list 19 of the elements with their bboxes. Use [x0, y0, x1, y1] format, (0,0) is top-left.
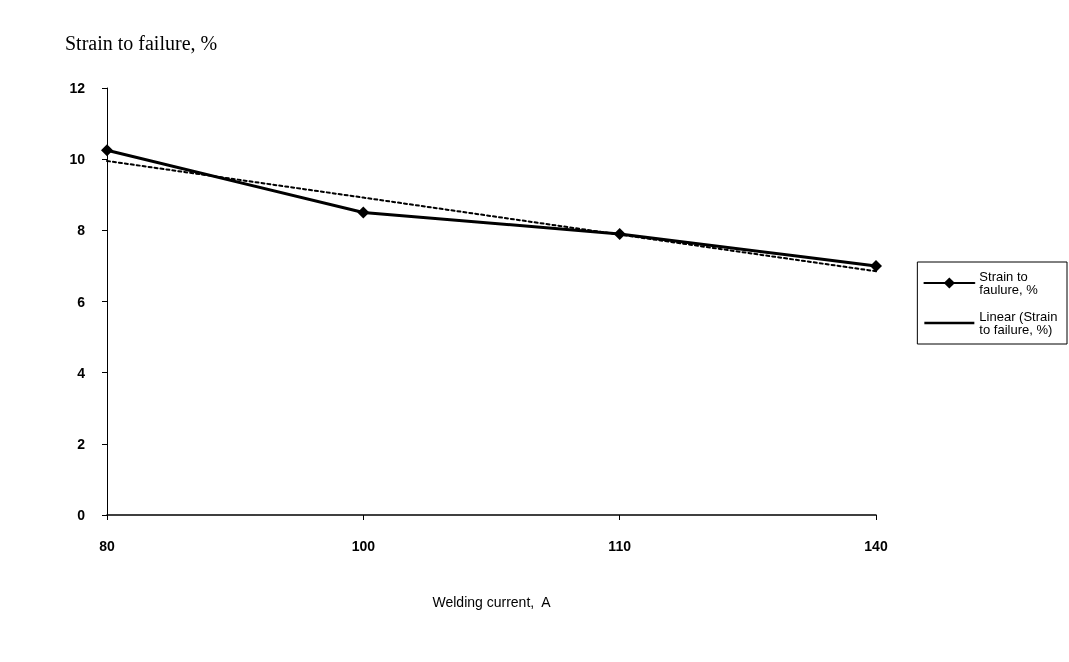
x-tick-label: 140	[864, 538, 888, 554]
x-tick-label: 80	[99, 538, 115, 554]
y-tick-label: 10	[69, 151, 86, 168]
point	[870, 259, 882, 272]
y-tick-label: 2	[77, 435, 86, 452]
point	[613, 227, 626, 240]
y-tick-label: 0	[77, 507, 86, 523]
x-tick-label: 110	[608, 538, 632, 554]
y-tick-label: 12	[69, 80, 86, 96]
chart-title: Strain to failure, %	[65, 32, 218, 54]
legend-label: Strain to faulure, %	[979, 269, 1039, 297]
x-tick-label: 100	[351, 538, 376, 554]
point	[101, 144, 113, 157]
y-tick-label: 4	[77, 364, 86, 381]
point	[357, 206, 370, 219]
y-tick-label: 8	[77, 222, 86, 239]
x-axis-title: Welding current, A	[432, 594, 552, 610]
legend-label: Linear (Strain to failure, %)	[979, 309, 1062, 337]
y-tick-label: 6	[77, 293, 86, 310]
